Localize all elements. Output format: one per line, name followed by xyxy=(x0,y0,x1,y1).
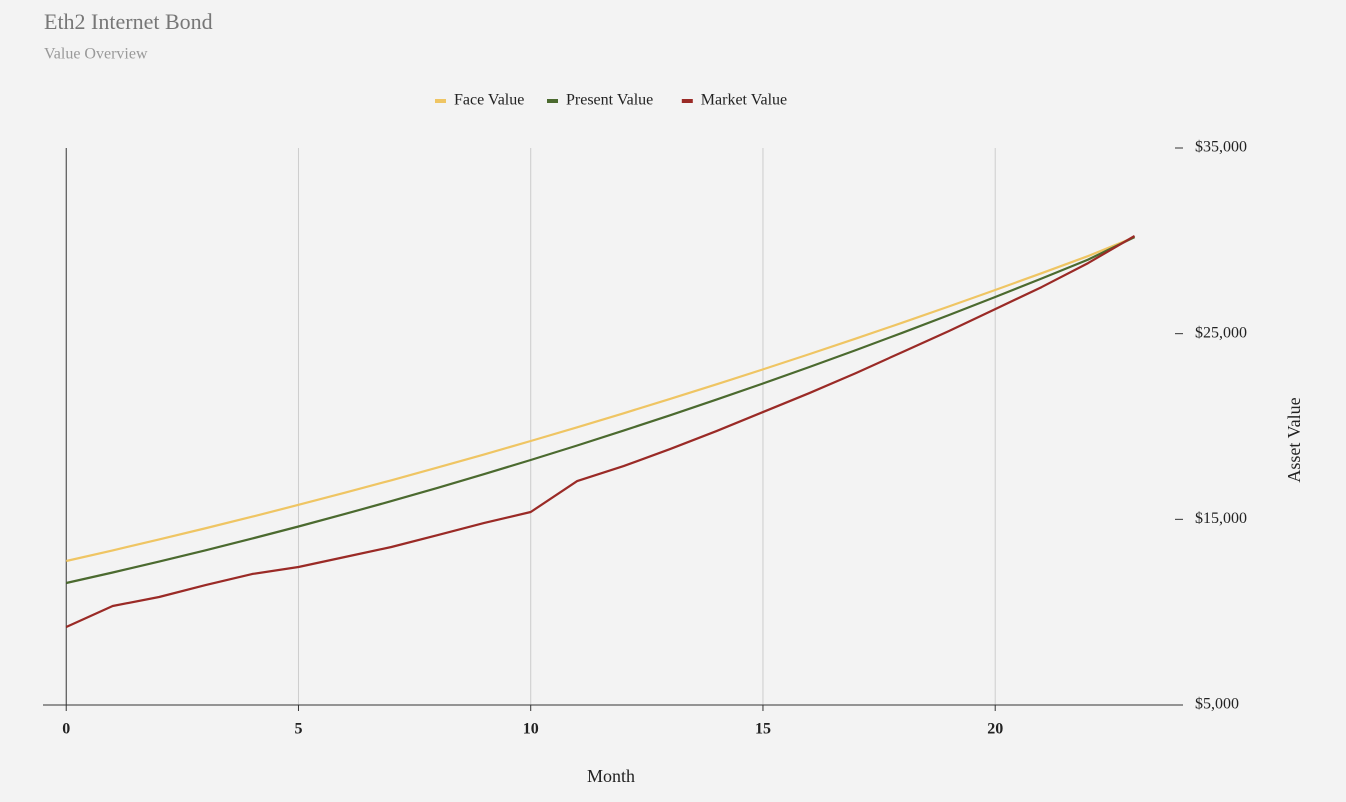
legend-label: Market Value xyxy=(701,92,787,109)
legend-swatch xyxy=(435,99,446,103)
legend-label: Present Value xyxy=(566,92,653,109)
y-tick-label: $15,000 xyxy=(1195,510,1247,527)
x-tick-label: 20 xyxy=(987,721,1003,738)
x-tick-label: 10 xyxy=(523,721,539,738)
series-line xyxy=(65,236,1135,563)
chart-subtitle: Value Overview xyxy=(44,46,148,63)
x-axis-label: Month xyxy=(587,766,635,786)
x-tick-label: 0 xyxy=(62,721,70,738)
y-tick-label: $5,000 xyxy=(1195,696,1239,713)
y-tick-label: $35,000 xyxy=(1195,139,1247,156)
legend-swatch xyxy=(681,99,693,103)
x-tick-label: 5 xyxy=(294,721,302,738)
legend-label: Face Value xyxy=(454,92,524,109)
y-axis-label: Asset Value xyxy=(1284,397,1304,482)
chart-title: Eth2 Internet Bond xyxy=(44,9,213,34)
y-tick-label: $25,000 xyxy=(1195,324,1247,341)
series-line xyxy=(65,236,1136,585)
x-tick-label: 15 xyxy=(755,721,771,738)
series-line xyxy=(65,235,1136,629)
legend-swatch xyxy=(547,99,558,103)
